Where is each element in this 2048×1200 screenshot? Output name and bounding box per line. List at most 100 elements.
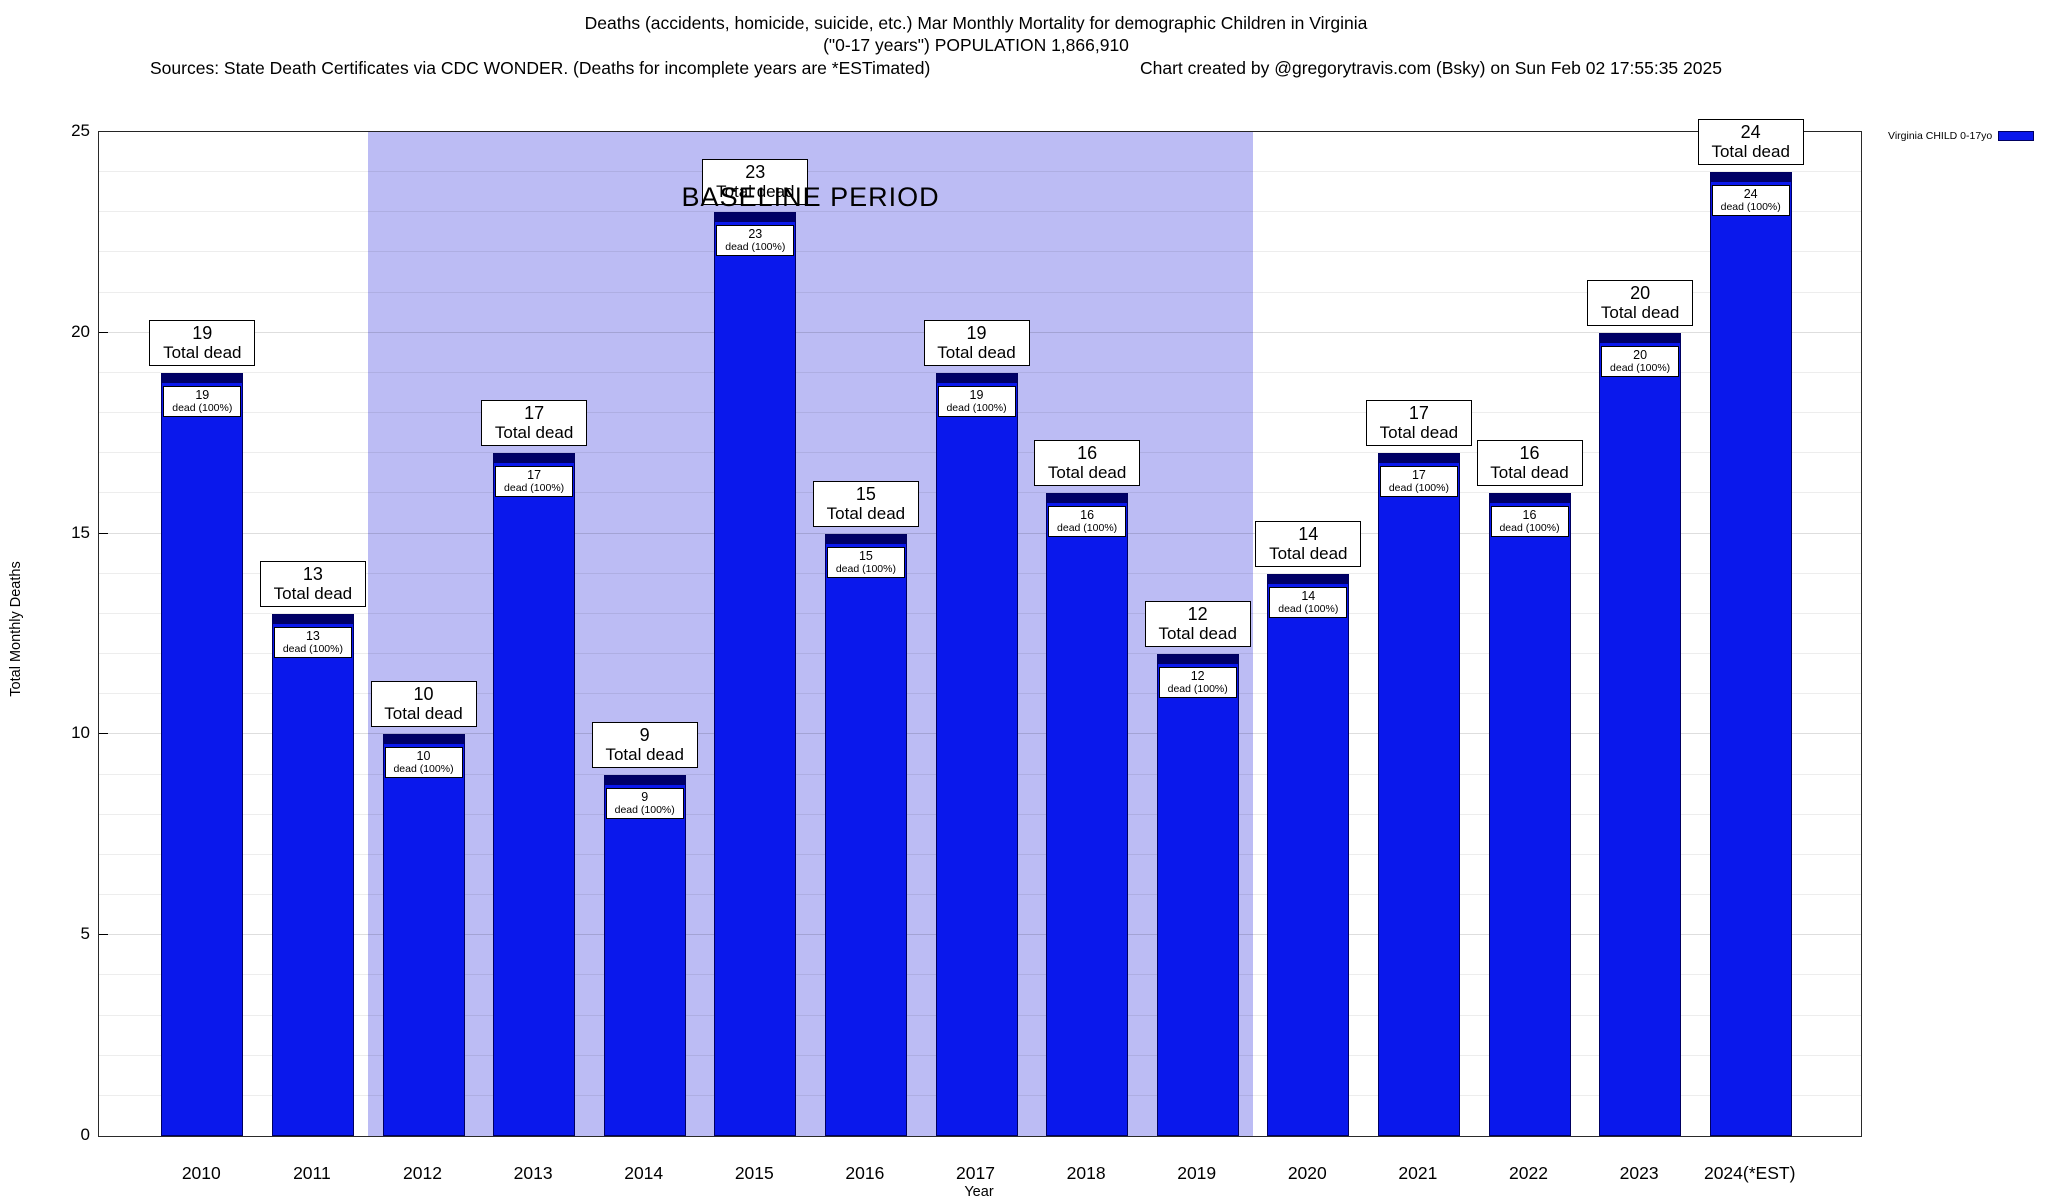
bar-inner-label-value: 17 [527, 468, 542, 483]
bar-total-label: 19 Total dead [149, 319, 256, 366]
bar-inner-label-value: 16 [1080, 508, 1095, 523]
gridline [99, 291, 1861, 293]
bar-top-cap [1268, 574, 1349, 584]
bar-inner-label: 12 dead (100%) [1158, 667, 1237, 699]
x-tick-label-2023: 2023 [1619, 1163, 1659, 1183]
bar-total-text: Total dead [384, 704, 463, 724]
bar-total-value: 20 [1630, 282, 1651, 303]
bar-total-label: 12 Total dead [1144, 601, 1251, 648]
bar-total-value: 12 [1187, 604, 1208, 625]
bar-inner-label: 13 dead (100%) [273, 626, 352, 658]
bar-total-label: 20 Total dead [1587, 279, 1694, 326]
bar-total-text: Total dead [605, 744, 684, 764]
gridline [99, 131, 1861, 132]
bar-inner-label: 24 dead (100%) [1711, 185, 1790, 217]
bar-total-text: Total dead [1711, 142, 1790, 162]
x-tick-label-2019: 2019 [1177, 1163, 1217, 1183]
bar-total-label: 16 Total dead [1476, 440, 1583, 487]
bar-top-cap [1489, 494, 1570, 504]
chart-sources-note: Sources: State Death Certificates via CD… [150, 58, 931, 78]
bar-total-value: 19 [192, 322, 213, 343]
bar-inner-label-value: 19 [969, 387, 984, 402]
bar-total-value: 14 [1298, 523, 1319, 544]
y-tick-mark [99, 532, 108, 534]
bar-total-text: Total dead [1600, 302, 1680, 322]
bar-inner-label: 10 dead (100%) [384, 747, 463, 779]
bar-2016: 15 dead (100%) [824, 533, 907, 1136]
bar-inner-label: 17 dead (100%) [1379, 466, 1458, 498]
y-tick-mark [99, 934, 108, 936]
bar-inner-label: 20 dead (100%) [1601, 345, 1680, 377]
bar-total-value: 23 [745, 162, 766, 183]
bar-total-text: Total dead [826, 503, 906, 523]
y-tick-label: 5 [80, 924, 90, 944]
bar-total-label: 23 Total dead [702, 159, 809, 206]
bar-top-cap [162, 373, 243, 383]
y-tick-label: 25 [71, 121, 90, 140]
bar-inner-label: 15 dead (100%) [826, 546, 905, 578]
bar-top-cap [936, 373, 1017, 383]
gridline [99, 251, 1861, 253]
bar-2015: 23 dead (100%) [714, 212, 797, 1136]
bar-top-cap [1047, 494, 1128, 504]
y-axis-title: Total Monthly Deaths [8, 561, 24, 697]
bar-total-text: Total dead [163, 342, 242, 362]
bar-2020: 14 dead (100%) [1267, 573, 1350, 1136]
x-tick-label-2020: 2020 [1287, 1163, 1327, 1183]
bar-inner-label-text: dead (100%) [1610, 361, 1671, 374]
bar-2014: 9 dead (100%) [603, 774, 686, 1136]
bar-total-text: Total dead [937, 342, 1016, 362]
bar-top-cap [604, 775, 685, 785]
bar-total-label: 13 Total dead [259, 560, 366, 607]
bar-total-label: 15 Total dead [812, 480, 919, 527]
bar-total-text: Total dead [1490, 463, 1569, 483]
bar-inner-label-value: 14 [1301, 588, 1316, 603]
bar-2013: 17 dead (100%) [493, 453, 576, 1136]
bar-inner-label-value: 9 [641, 789, 649, 804]
bar-total-value: 10 [413, 684, 434, 705]
bar-inner-label-value: 16 [1522, 508, 1537, 523]
bar-inner-label: 19 dead (100%) [163, 385, 242, 417]
bar-total-label: 10 Total dead [370, 681, 477, 728]
bar-total-label: 24 Total dead [1697, 119, 1804, 166]
bar-inner-label: 16 dead (100%) [1490, 506, 1569, 538]
bar-inner-label-text: dead (100%) [1167, 683, 1228, 696]
bar-inner-label-text: dead (100%) [504, 482, 565, 495]
chart-title-line1: Deaths (accidents, homicide, suicide, et… [584, 13, 1368, 33]
gridline [99, 171, 1861, 173]
bar-top-cap [494, 454, 575, 464]
bar-inner-label-text: dead (100%) [1720, 201, 1781, 214]
bar-2017: 19 dead (100%) [935, 372, 1018, 1136]
x-tick-label-2024(*EST): 2024(*EST) [1703, 1163, 1796, 1183]
bar-total-text: Total dead [716, 182, 795, 202]
x-tick-label-2018: 2018 [1066, 1163, 1106, 1183]
x-tick-label-2022: 2022 [1509, 1163, 1548, 1183]
y-tick-label: 0 [80, 1125, 90, 1144]
bar-inner-label-value: 12 [1190, 669, 1205, 684]
legend-label: Virginia CHILD 0-17yo [1888, 130, 1993, 142]
x-tick-label-2021: 2021 [1398, 1163, 1438, 1183]
bar-top-cap [1710, 173, 1791, 183]
bar-top-cap [1157, 655, 1238, 665]
bar-2023: 20 dead (100%) [1599, 332, 1682, 1136]
bar-inner-label: 16 dead (100%) [1048, 506, 1127, 538]
bar-inner-label-value: 20 [1633, 347, 1648, 362]
bar-inner-label-text: dead (100%) [1278, 602, 1339, 615]
bar-inner-label: 23 dead (100%) [716, 225, 795, 257]
bar-inner-label: 9 dead (100%) [605, 787, 684, 819]
bar-inner-label-text: dead (100%) [835, 562, 896, 575]
bar-2024(*EST): 24 dead (100%) [1709, 172, 1792, 1136]
bar-total-text: Total dead [1158, 624, 1237, 644]
x-axis-title: Year [964, 1184, 994, 1200]
bar-inner-label-text: dead (100%) [614, 803, 675, 816]
chart-credit-note: Chart created by @gregorytravis.com (Bsk… [1140, 58, 1722, 78]
bar-total-value: 19 [966, 322, 987, 343]
bar-total-text: Total dead [1379, 423, 1459, 443]
bar-inner-label-text: dead (100%) [946, 401, 1007, 414]
y-tick-mark [99, 331, 108, 333]
bar-total-value: 17 [1408, 403, 1429, 424]
x-tick-label-2015: 2015 [734, 1163, 774, 1183]
bar-total-label: 19 Total dead [923, 319, 1030, 366]
x-tick-label-2014: 2014 [624, 1163, 664, 1183]
